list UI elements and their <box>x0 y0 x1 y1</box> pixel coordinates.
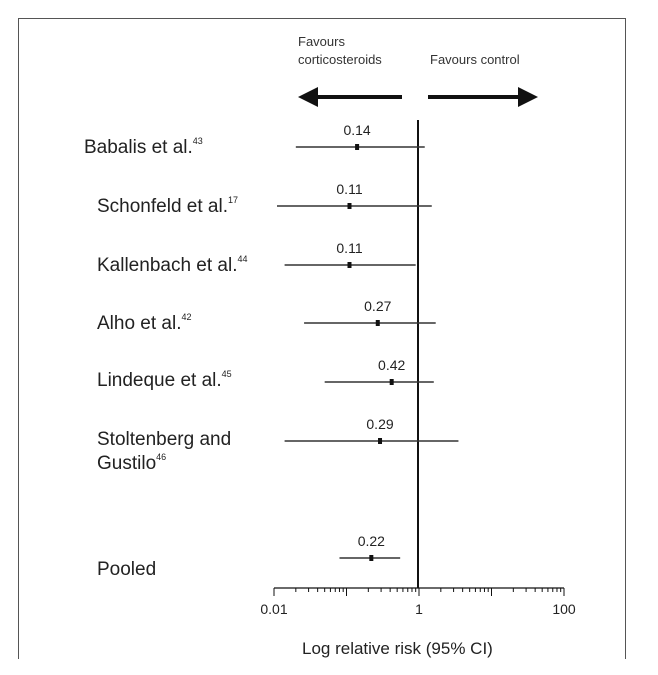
arrow-left-head-icon <box>298 87 318 107</box>
x-tick-label: 100 <box>552 601 576 617</box>
study-ref: 43 <box>192 135 203 146</box>
study-row: 0.27 <box>304 298 436 326</box>
estimate-label: 0.29 <box>366 416 393 432</box>
study-row: 0.42 <box>324 357 434 385</box>
x-axis-title: Log relative risk (95% CI) <box>302 639 493 658</box>
study-ref: 46 <box>156 451 167 462</box>
study-name: Babalis et al. <box>84 137 193 158</box>
point-estimate <box>378 438 383 444</box>
x-tick-label: 1 <box>415 601 423 617</box>
study-name: Alho et al. <box>97 313 182 334</box>
point-estimate <box>347 203 352 209</box>
study-ref: 17 <box>227 194 238 205</box>
estimate-label: 0.11 <box>336 240 362 256</box>
x-axis-tick-labels: 0.01 1 100 <box>260 601 576 617</box>
study-label-pooled: Pooled <box>97 558 156 582</box>
favours-left-label: Favours corticosteroids <box>298 33 382 69</box>
chart-frame <box>18 18 626 659</box>
study-row: 0.29 <box>284 416 459 444</box>
point-estimate <box>375 320 380 326</box>
favours-right-label: Favours control <box>430 52 520 67</box>
estimate-label: 0.42 <box>378 357 405 373</box>
study-name: Kallenbach et al. <box>97 255 238 276</box>
x-axis-ticks <box>273 588 565 596</box>
point-estimate <box>355 144 360 150</box>
estimate-label: 0.14 <box>343 122 370 138</box>
study-label-alho: Alho et al.42 <box>97 312 192 336</box>
study-name-line2: Gustilo <box>97 453 157 474</box>
favours-left-line1: Favours <box>298 34 345 49</box>
point-estimate <box>369 555 374 561</box>
study-label-lindeque: Lindeque et al.45 <box>97 369 232 393</box>
study-row: 0.11 <box>277 181 432 209</box>
study-ref: 44 <box>237 253 248 264</box>
estimate-label: 0.22 <box>358 533 385 549</box>
study-name: Lindeque et al. <box>97 370 222 391</box>
study-row: 0.14 <box>295 122 425 150</box>
point-estimate <box>347 262 352 268</box>
study-label-schonfeld: Schonfeld et al.17 <box>97 195 238 219</box>
study-label-babalis: Babalis et al.43 <box>84 136 203 160</box>
study-ref: 45 <box>221 368 232 379</box>
estimate-label: 0.27 <box>364 298 391 314</box>
point-estimate <box>389 379 394 385</box>
favours-left-line2: corticosteroids <box>298 52 382 67</box>
study-row: 0.22 <box>339 533 401 561</box>
arrow-right-head-icon <box>518 87 538 107</box>
study-rows: 0.14 0.11 0.11 0.27 0.42 0.29 0.22 <box>277 122 459 561</box>
study-name: Schonfeld et al. <box>97 196 228 217</box>
study-ref: 42 <box>181 311 192 322</box>
study-name-line1: Stoltenberg and <box>97 429 232 450</box>
study-name: Pooled <box>97 559 157 580</box>
study-label-kallenbach: Kallenbach et al.44 <box>97 254 248 278</box>
estimate-label: 0.11 <box>336 181 362 197</box>
study-label-stoltenberg: Stoltenberg and Gustilo46 <box>97 428 231 476</box>
study-row: 0.11 <box>284 240 416 268</box>
x-tick-label: 0.01 <box>260 601 287 617</box>
